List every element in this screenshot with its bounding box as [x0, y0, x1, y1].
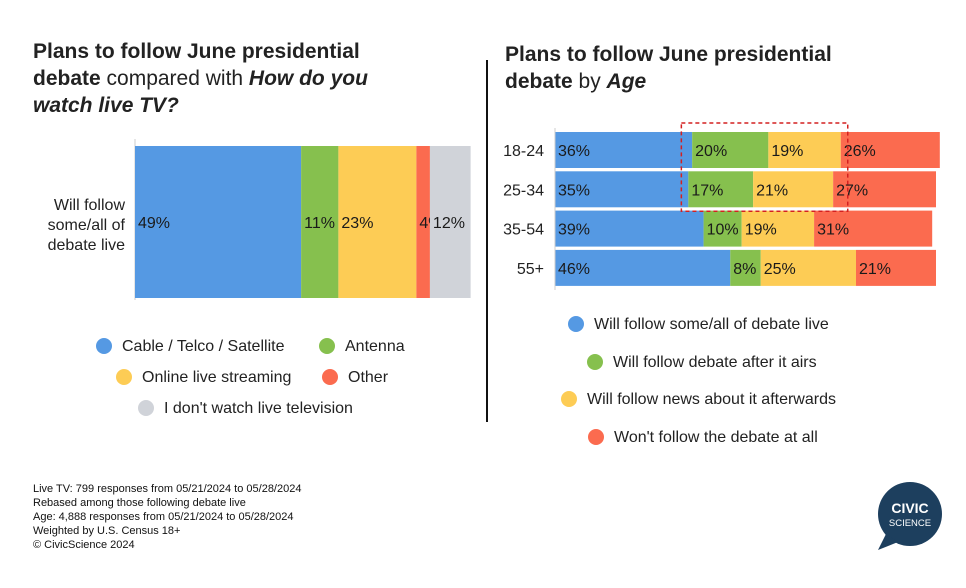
left-title-question: How do you watch live TV?: [33, 67, 368, 117]
legend-label-after-airs: Will follow debate after it airs: [613, 354, 817, 371]
right-data-label-18-24-0: 36%: [558, 143, 590, 160]
legend-swatch-antenna: [319, 338, 335, 354]
legend-label-wont-follow: Won't follow the debate at all: [614, 429, 818, 446]
left-title-bold: debate: [33, 67, 101, 90]
right-data-label-35-54-0: 39%: [558, 222, 590, 239]
right-data-label-18-24-3: 26%: [844, 143, 876, 160]
right-bar-segment-25-34-2: [753, 171, 834, 208]
right-bar-segment-18-24-2: [768, 132, 841, 168]
right-bar-segment-55+-3: [855, 249, 936, 286]
right-category-label-25-34: 25-34: [503, 182, 544, 199]
legend-swatch-other: [322, 369, 338, 385]
legend-item-after-airs: Will follow debate after it airs: [587, 354, 817, 372]
legend-label-antenna: Antenna: [345, 338, 405, 355]
right-bar-segment-35-54-1: [703, 210, 742, 247]
right-bar-segment-18-24-3: [840, 132, 940, 168]
right-data-label-55+-3: 21%: [859, 261, 891, 278]
legend-label-streaming: Online live streaming: [142, 369, 292, 386]
legend-item-follow-live: Will follow some/all of debate live: [568, 316, 829, 334]
left-category-label-line-2: debate live: [48, 237, 125, 254]
highlight-box: [680, 122, 849, 213]
legend-item-antenna: Antenna: [319, 338, 405, 356]
left-title-connector: compared with: [100, 67, 249, 90]
civicscience-logo: CIVIC SCIENCE: [878, 482, 942, 550]
right-bar-segment-35-54-0: [555, 210, 704, 247]
legend-swatch-wont-follow: [588, 429, 604, 445]
footnote-line-weighting: Weighted by U.S. Census 18+: [33, 525, 181, 537]
right-bar-segment-35-54-2: [741, 210, 815, 247]
left-bar-segment-0: [135, 146, 302, 298]
right-chart-title: Plans to follow June presidential debate …: [505, 41, 935, 95]
right-bar-segment-55+-2: [760, 249, 856, 286]
legend-swatch-after-airs: [587, 354, 603, 370]
legend-label-no-live-tv: I don't watch live television: [164, 400, 353, 417]
left-bar-segment-1: [301, 146, 339, 298]
right-data-label-25-34-1: 17%: [691, 182, 723, 199]
left-title-line1: Plans to follow June presidential: [33, 40, 360, 63]
right-bar-segment-18-24-1: [692, 132, 769, 168]
legend-label-follow-live: Will follow some/all of debate live: [594, 316, 829, 333]
right-title-line1: Plans to follow June presidential: [505, 43, 832, 66]
right-data-label-35-54-3: 31%: [817, 222, 849, 239]
right-data-label-35-54-1: 10%: [707, 222, 739, 239]
right-title-bold: debate: [505, 70, 573, 93]
right-data-label-25-34-2: 21%: [756, 182, 788, 199]
footnote-line-live-tv: Live TV: 799 responses from 05/21/2024 t…: [33, 483, 302, 495]
left-bar-segment-3: [416, 146, 430, 298]
right-bar-segment-25-34-1: [688, 171, 754, 208]
right-data-label-18-24-1: 20%: [695, 143, 727, 160]
right-title-connector: by: [572, 70, 607, 93]
right-bar-segment-18-24-0: [555, 132, 693, 168]
legend-swatch-news-afterwards: [561, 391, 577, 407]
right-bar-segment-35-54-3: [814, 210, 933, 247]
legend-item-streaming: Online live streaming: [116, 369, 291, 387]
footnote-line-copyright: © CivicScience 2024: [33, 539, 135, 551]
left-data-label-4: 12%: [433, 215, 465, 232]
legend-swatch-streaming: [116, 369, 132, 385]
footnote-line-rebased: Rebased among those following debate liv…: [33, 497, 246, 509]
right-category-label-55+: 55+: [517, 261, 544, 278]
right-bar-segment-25-34-3: [833, 171, 936, 208]
legend-item-cable: Cable / Telco / Satellite: [96, 338, 284, 356]
right-bar-segment-25-34-0: [555, 171, 689, 208]
left-data-label-2: 23%: [341, 215, 373, 232]
left-category-label-line-0: Will follow: [54, 197, 126, 214]
legend-item-news-afterwards: Will follow news about it afterwards: [561, 391, 836, 409]
left-data-label-0: 49%: [138, 215, 170, 232]
panel-divider: [486, 60, 488, 422]
right-category-label-18-24: 18-24: [503, 143, 544, 160]
footnote: Live TV: 799 responses from 05/21/2024 t…: [33, 482, 301, 552]
footnote-line-age: Age: 4,888 responses from 05/21/2024 to …: [33, 511, 294, 523]
right-data-label-55+-2: 25%: [764, 261, 796, 278]
right-bar-segment-55+-0: [555, 249, 731, 286]
logo-text-civic: CIVIC: [891, 500, 928, 516]
logo-badge: [878, 482, 942, 546]
legend-label-news-afterwards: Will follow news about it afterwards: [587, 391, 836, 408]
legend-item-other: Other: [322, 369, 388, 387]
right-data-label-55+-1: 8%: [733, 261, 756, 278]
left-bar-segment-2: [338, 146, 417, 298]
right-data-label-25-34-0: 35%: [558, 182, 590, 199]
legend-swatch-follow-live: [568, 316, 584, 332]
right-category-label-35-54: 35-54: [503, 222, 544, 239]
logo-text-science: SCIENCE: [889, 518, 931, 529]
legend-label-other: Other: [348, 369, 389, 386]
left-chart-title: Plans to follow June presidential debate …: [33, 38, 433, 119]
right-title-dimension: Age: [606, 70, 647, 93]
left-data-label-1: 11%: [304, 215, 335, 232]
legend-swatch-no-live-tv: [138, 400, 154, 416]
right-data-label-25-34-3: 27%: [836, 182, 868, 199]
legend-item-wont-follow: Won't follow the debate at all: [588, 429, 818, 447]
left-category-label-line-1: some/all of: [48, 217, 126, 234]
legend-item-no-live-tv: I don't watch live television: [138, 400, 353, 418]
logo-speech-tail: [878, 534, 898, 550]
right-data-label-55+-0: 46%: [558, 261, 590, 278]
legend-swatch-cable: [96, 338, 112, 354]
right-data-label-18-24-2: 19%: [771, 143, 803, 160]
right-bar-segment-55+-1: [730, 249, 761, 286]
legend-label-cable: Cable / Telco / Satellite: [122, 338, 285, 355]
left-bar-segment-4: [429, 146, 471, 298]
right-data-label-35-54-2: 19%: [745, 222, 777, 239]
